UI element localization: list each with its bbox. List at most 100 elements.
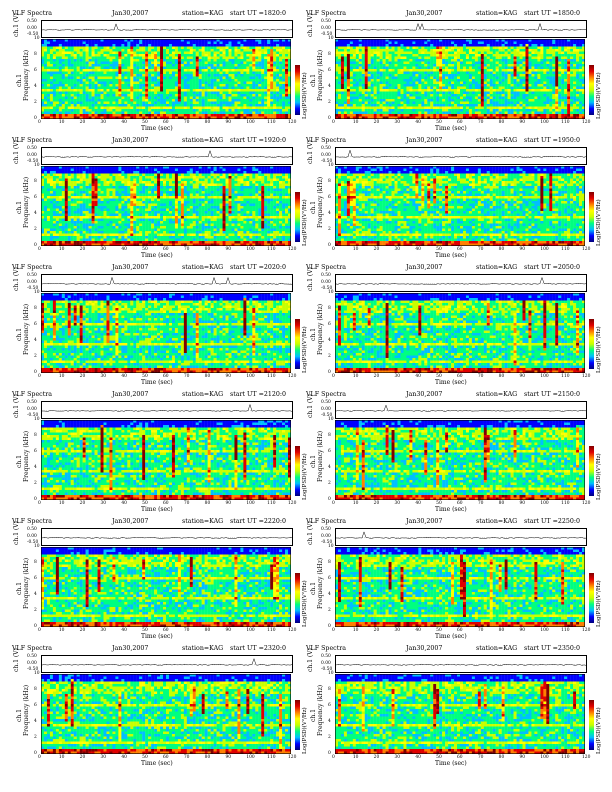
spectrogram-cell <box>513 54 517 57</box>
spectrogram-cell <box>474 76 479 80</box>
spectrogram-cell <box>189 116 193 119</box>
spectrogram-cell <box>382 74 386 77</box>
spectrogram-cell <box>133 44 137 47</box>
spectrogram-cell <box>70 79 74 82</box>
spectrogram-cell <box>573 99 577 102</box>
spectrogram-cell <box>462 56 467 60</box>
spectrogram-cell <box>531 51 535 55</box>
spectrogram-cell <box>573 74 577 77</box>
spectrogram-cell <box>183 81 187 85</box>
spectrogram-cell <box>516 39 520 42</box>
spectrogram-cell <box>171 79 176 82</box>
spectrogram-cell <box>73 46 77 50</box>
spectrogram-cell <box>267 114 271 117</box>
spectrogram-cell <box>49 61 54 65</box>
spectrogram-cell <box>145 79 149 82</box>
spectrogram-cell <box>576 74 580 77</box>
spectrogram-cell <box>543 54 547 57</box>
spectrogram-cell <box>373 41 377 45</box>
spectrogram-cell <box>427 41 431 45</box>
spectrogram-cell <box>106 116 110 119</box>
spectrogram-cell <box>543 81 547 85</box>
spectrogram-cell <box>474 49 479 52</box>
spectrogram-cell <box>522 94 526 97</box>
spectrogram-cell <box>498 64 502 67</box>
spectrogram-cell <box>427 54 431 57</box>
spectrogram-cell <box>73 91 77 95</box>
spectrogram-cell <box>249 69 253 72</box>
spectrogram-cell <box>234 96 238 100</box>
spectrogram-cell <box>183 71 187 75</box>
waveform-trace <box>42 23 292 31</box>
spectrogram-cell <box>100 74 104 77</box>
spectrogram-cell <box>427 96 431 100</box>
spectrogram-cell <box>403 104 407 107</box>
spectrogram-cell <box>373 76 377 80</box>
spectrogram-cell <box>379 81 383 85</box>
spectrogram-cell <box>97 66 101 70</box>
spectrogram-cell <box>240 66 244 70</box>
spectrogram-cell <box>180 106 185 110</box>
spectrogram-cell <box>166 41 170 45</box>
spectrogram-cell <box>249 66 253 70</box>
spectrogram-cell <box>379 64 383 67</box>
spectrogram-cell <box>462 49 467 52</box>
spectrogram-cell <box>261 51 265 55</box>
spectrogram-cell <box>379 101 383 105</box>
spectrogram-cell <box>115 86 119 90</box>
spectrogram-cell <box>474 61 479 65</box>
spectrogram-cell <box>43 61 48 65</box>
spectrogram-cell <box>55 71 60 75</box>
spectrogram-cell <box>231 104 235 107</box>
spectrogram-cell <box>234 64 238 67</box>
spectrogram-cell <box>246 71 250 75</box>
spectrogram-cell <box>174 96 179 100</box>
spectrogram-cell <box>385 104 389 107</box>
spectrogram-cell <box>231 114 235 117</box>
spectrogram-cell <box>448 59 452 62</box>
spectrogram-cell <box>258 74 262 77</box>
spectrogram-cell <box>82 114 86 117</box>
spectrogram-cell <box>573 54 577 57</box>
spectrogram-cell <box>349 84 354 87</box>
spectrogram-cell <box>79 69 83 72</box>
spectrogram-cell <box>157 84 161 87</box>
spectrogram-cell <box>130 74 134 77</box>
spectrogram-cell <box>157 89 161 92</box>
spectrogram-cell <box>115 84 119 87</box>
spectrogram-cell <box>279 59 283 62</box>
spectrogram-cell <box>118 46 122 50</box>
spectrogram-cell <box>148 101 152 105</box>
spectrogram-cell <box>492 61 496 65</box>
spectrogram-cell <box>570 99 574 102</box>
spectrogram-cell <box>249 101 253 105</box>
spectrogram-cell <box>454 41 458 45</box>
spectrogram-cell <box>361 104 365 107</box>
spectrogram-cell <box>174 64 179 67</box>
spectrogram-cell <box>154 111 158 115</box>
spectrogram-cell <box>222 76 226 80</box>
spectrogram-cell <box>145 81 149 85</box>
spectrogram-cell <box>216 74 220 77</box>
spectrogram-cell <box>376 81 380 85</box>
spectrogram-cell <box>166 104 170 107</box>
spectrogram-cell <box>477 94 481 97</box>
spectrogram-cell <box>219 91 223 95</box>
spectrogram-cell <box>249 89 253 92</box>
spectrogram-cell <box>352 51 356 55</box>
spectrogram-cell <box>335 69 339 72</box>
spectrogram-cell <box>204 79 208 82</box>
spectrogram-cell <box>567 96 571 100</box>
spectrogram-cell <box>495 59 499 62</box>
spectrogram-cell <box>451 79 455 82</box>
spectrogram-cell <box>112 79 116 82</box>
spectrogram-cell <box>498 74 502 77</box>
spectrogram-cell <box>522 76 526 80</box>
spectrogram-cell <box>183 76 187 80</box>
spectrogram-cell <box>180 79 185 82</box>
spectrogram-cell <box>409 79 413 82</box>
spectrogram-cell <box>471 79 476 82</box>
spectrogram-cell <box>198 74 202 77</box>
spectrogram-cell <box>343 69 348 72</box>
spectrogram-cell <box>88 111 92 115</box>
